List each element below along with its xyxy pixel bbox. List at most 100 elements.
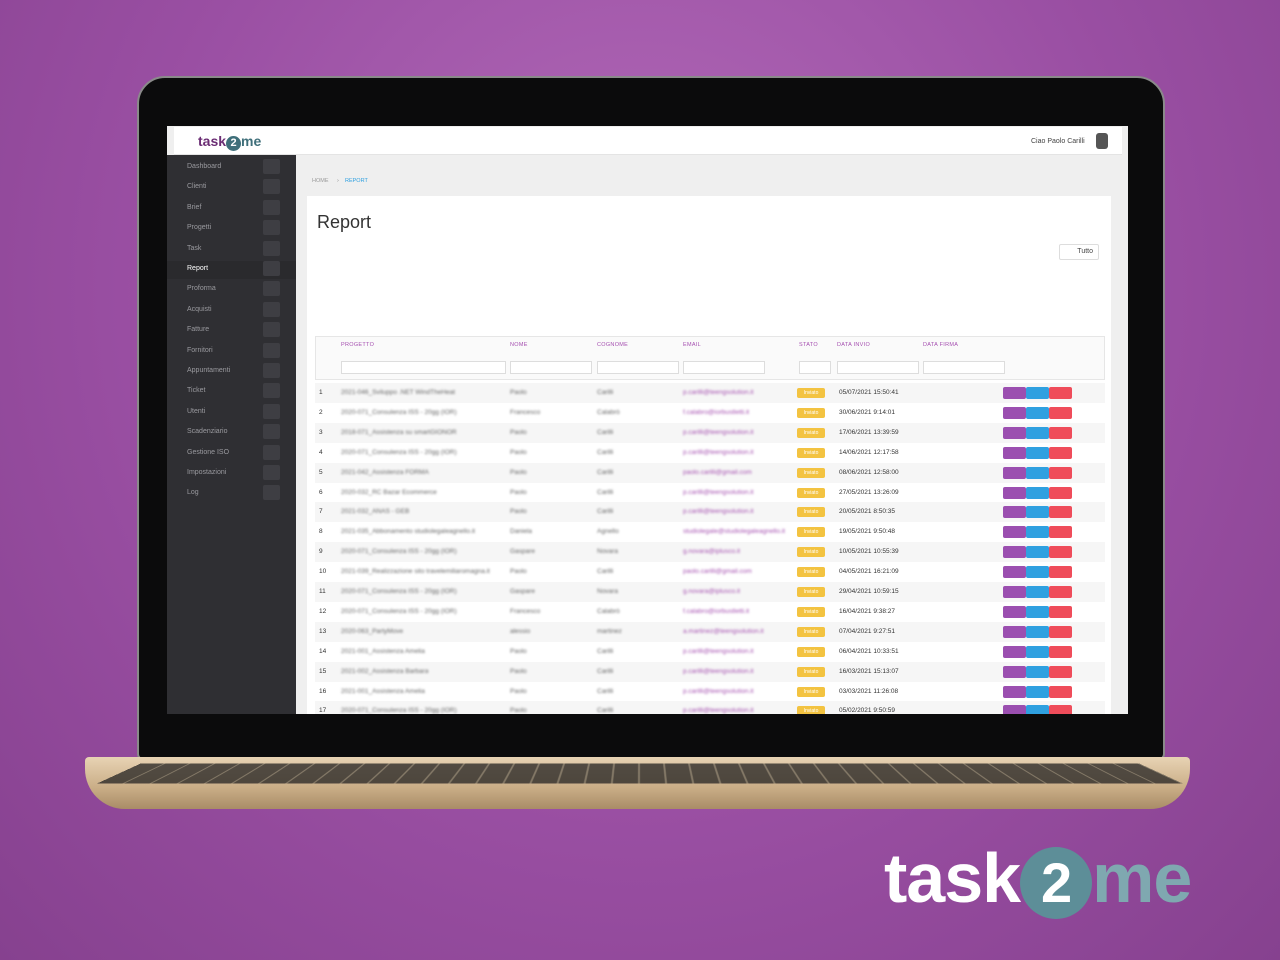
- view-button[interactable]: [1003, 466, 1026, 479]
- view-button[interactable]: [1003, 446, 1026, 459]
- sign-button[interactable]: [1049, 586, 1072, 598]
- logo[interactable]: task 2 me: [198, 133, 261, 151]
- menu-item[interactable]: Ticket: [187, 387, 206, 395]
- download-button[interactable]: [1026, 466, 1049, 479]
- sign-button[interactable]: [1049, 446, 1072, 459]
- download-button[interactable]: [1026, 387, 1049, 399]
- download-button[interactable]: [1026, 586, 1049, 598]
- menu-item[interactable]: Gestione ISO: [187, 448, 230, 456]
- menu-item[interactable]: Log: [187, 489, 199, 497]
- download-button[interactable]: [1026, 645, 1049, 658]
- row-bg: [315, 701, 1105, 714]
- download-button[interactable]: [1026, 426, 1049, 439]
- filter-input[interactable]: [683, 361, 765, 374]
- view-button[interactable]: [1003, 526, 1026, 539]
- sign-button[interactable]: [1049, 486, 1072, 499]
- cell: 2021-042_Assistenza FORMA: [341, 468, 429, 476]
- view-button[interactable]: [1003, 406, 1026, 419]
- download-button[interactable]: [1026, 406, 1049, 419]
- sign-button[interactable]: [1049, 526, 1072, 539]
- avatar[interactable]: [1096, 133, 1108, 149]
- download-button[interactable]: [1026, 446, 1049, 459]
- filter-input[interactable]: [799, 361, 831, 374]
- view-button[interactable]: [1003, 586, 1026, 598]
- menu-item[interactable]: Report: [187, 265, 209, 272]
- download-button[interactable]: [1026, 665, 1049, 678]
- view-button[interactable]: [1003, 625, 1026, 638]
- cell: 2020-071_Consulenza ISS - 20gg (IOR): [341, 607, 457, 615]
- filter-input[interactable]: [923, 361, 1005, 374]
- view-button[interactable]: [1003, 566, 1026, 579]
- menu-item[interactable]: Acquisti: [187, 305, 212, 313]
- download-button[interactable]: [1026, 566, 1049, 579]
- menu-item[interactable]: Appuntamenti: [187, 367, 231, 374]
- filter-input[interactable]: [341, 361, 506, 374]
- download-button[interactable]: [1026, 486, 1049, 499]
- download-button[interactable]: [1026, 605, 1049, 618]
- date-sent: 05/07/2021 15:50:41: [839, 389, 899, 396]
- row-number: 16: [319, 687, 327, 695]
- menu-icon: [263, 383, 280, 399]
- download-button[interactable]: [1026, 546, 1049, 559]
- download-button[interactable]: [1026, 705, 1049, 714]
- menu-item[interactable]: Fornitori: [187, 346, 213, 354]
- download-button[interactable]: [1026, 526, 1049, 539]
- menu-item[interactable]: Clienti: [187, 183, 207, 191]
- sign-button[interactable]: [1049, 506, 1072, 519]
- button[interactable]: Tutto: [1059, 244, 1099, 260]
- cell: 2020-032_RC Bazar Ecommerce: [341, 488, 437, 496]
- cell: 2021-002_Assistenza Barbara: [341, 667, 429, 675]
- cell: 2021-039_Realizzazione sito travelemilia…: [341, 568, 490, 576]
- date-sent: 06/04/2021 10:33:51: [839, 647, 899, 655]
- sign-button[interactable]: [1049, 546, 1072, 559]
- filter-input[interactable]: [837, 361, 919, 374]
- download-button[interactable]: [1026, 506, 1049, 519]
- date-sent: 05/02/2021 9:50:59: [839, 707, 896, 714]
- view-button[interactable]: [1003, 645, 1026, 658]
- download-button[interactable]: [1026, 685, 1049, 698]
- view-button[interactable]: [1003, 546, 1026, 559]
- menu-item[interactable]: Fatture: [187, 326, 210, 334]
- sign-button[interactable]: [1049, 566, 1072, 579]
- cell: 2020-071_Consulenza ISS - 20gg (IOR): [341, 448, 457, 456]
- view-button[interactable]: [1003, 685, 1026, 698]
- view-button[interactable]: [1003, 486, 1026, 499]
- menu-item[interactable]: Task: [187, 244, 202, 252]
- sign-button[interactable]: [1049, 387, 1072, 399]
- sign-button[interactable]: [1049, 625, 1072, 638]
- sign-button[interactable]: [1049, 645, 1072, 658]
- menu-item[interactable]: Utenti: [187, 407, 206, 415]
- menu-item[interactable]: Dashboard: [187, 163, 222, 170]
- menu-item[interactable]: Progetti: [187, 224, 212, 232]
- menu-item[interactable]: Brief: [187, 203, 202, 211]
- sign-button[interactable]: [1049, 705, 1072, 714]
- view-button[interactable]: [1003, 506, 1026, 519]
- row-bg: [315, 661, 1105, 682]
- view-button[interactable]: [1003, 665, 1026, 678]
- sign-button[interactable]: [1049, 406, 1072, 419]
- menu-item[interactable]: Impostazioni: [187, 469, 227, 476]
- menu-icon: [263, 444, 280, 460]
- view-button[interactable]: [1003, 387, 1026, 399]
- menu-item[interactable]: Proforma: [187, 285, 216, 293]
- sign-button[interactable]: [1049, 605, 1072, 618]
- cell: p.carilli@teengsolution.it: [683, 448, 754, 456]
- view-button[interactable]: [1003, 605, 1026, 618]
- sign-button[interactable]: [1049, 685, 1072, 698]
- breadcrumb[interactable]: HOME: [312, 178, 329, 184]
- view-button[interactable]: [1003, 705, 1026, 714]
- cell: Carilli: [597, 508, 614, 516]
- date-sent: 16/04/2021 9:38:27: [839, 607, 896, 615]
- filter-input[interactable]: [597, 361, 679, 374]
- menu-icon: [263, 240, 280, 256]
- sign-button[interactable]: [1049, 426, 1072, 439]
- cell: p.carilli@teengsolution.it: [683, 488, 754, 496]
- filter-input[interactable]: [510, 361, 592, 374]
- download-button[interactable]: [1026, 625, 1049, 638]
- sign-button[interactable]: [1049, 466, 1072, 479]
- cell: Carilli: [597, 667, 614, 675]
- sign-button[interactable]: [1049, 665, 1072, 678]
- view-button[interactable]: [1003, 426, 1026, 439]
- menu-item[interactable]: Scadenziario: [187, 428, 228, 436]
